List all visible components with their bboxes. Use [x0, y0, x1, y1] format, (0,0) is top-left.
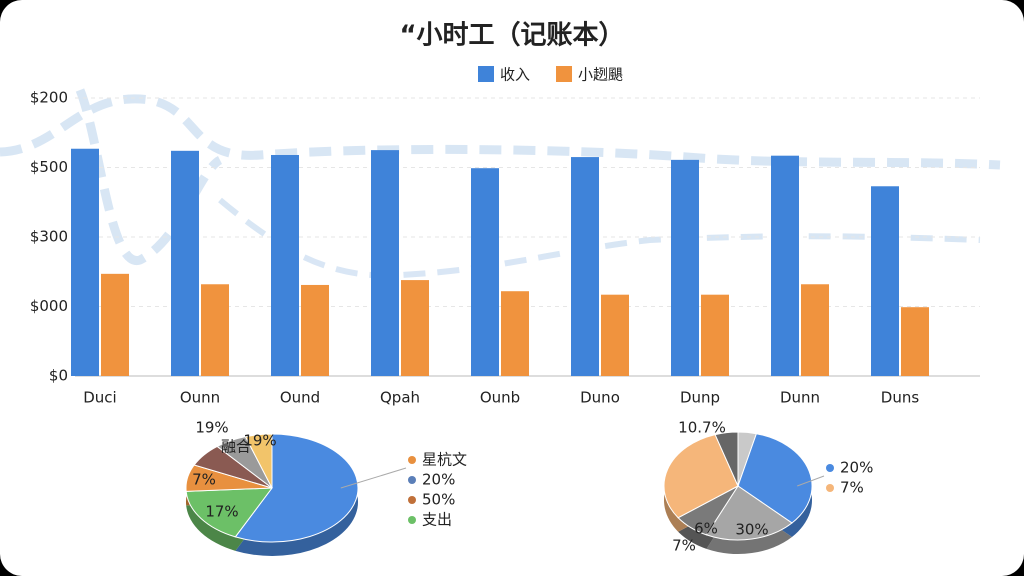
- decor-line: [218, 197, 981, 279]
- slice-label: 19%: [243, 432, 276, 450]
- legend-label: 支出: [422, 511, 452, 529]
- legend-label: 20%: [422, 471, 455, 489]
- bar: [871, 186, 899, 376]
- legend-marker: [826, 484, 834, 492]
- y-tick-label: $200: [30, 89, 68, 107]
- bar: [71, 148, 99, 376]
- slice-label: 10.7%: [678, 419, 726, 437]
- bar: [671, 159, 699, 376]
- bar: [901, 307, 929, 376]
- x-tick-label: Ounb: [480, 389, 520, 407]
- slice: [185, 487, 274, 538]
- legend-swatch: [556, 66, 573, 82]
- bar: [271, 154, 299, 376]
- legend-label: 小趔颶: [578, 66, 623, 84]
- slice-label: 17%: [205, 503, 238, 521]
- legend-marker: [826, 464, 834, 472]
- legend-label: 20%: [840, 459, 873, 477]
- slice: [234, 433, 359, 543]
- bar: [801, 284, 829, 376]
- legend-marker: [408, 456, 416, 464]
- slice: [714, 431, 739, 487]
- y-tick-label: $000: [30, 297, 68, 315]
- bar: [301, 284, 329, 376]
- bar: [601, 294, 629, 376]
- legend-marker: [408, 496, 416, 504]
- x-tick-label: Duno: [580, 389, 620, 407]
- x-tick-label: Dunp: [680, 389, 720, 407]
- bar: [471, 168, 499, 376]
- slice: [737, 433, 813, 524]
- leader-line: [340, 467, 407, 489]
- x-tick-label: Duns: [881, 389, 920, 407]
- leader-line: [797, 475, 825, 487]
- bar: [371, 150, 399, 376]
- slice-label: 6%: [694, 520, 718, 538]
- x-tick-label: Ounn: [180, 389, 220, 407]
- y-tick-label: $300: [30, 228, 68, 246]
- slice-label: 30%: [735, 521, 768, 539]
- slice-label: 7%: [192, 471, 216, 489]
- x-tick-label: Ound: [280, 389, 320, 407]
- bar: [201, 284, 229, 376]
- legend-label: 7%: [840, 479, 864, 497]
- slice: [663, 434, 739, 519]
- x-tick-label: Dunn: [780, 389, 820, 407]
- legend-label: 收入: [500, 66, 530, 84]
- legend-swatch: [478, 66, 494, 82]
- legend-marker: [408, 516, 416, 524]
- y-tick-label: $0: [49, 367, 68, 385]
- bar: [171, 150, 199, 376]
- x-tick-label: Qpah: [380, 389, 420, 407]
- decor-line: [0, 94, 1001, 170]
- slice-label: 19%: [195, 419, 228, 437]
- slice-label: 7%: [672, 537, 696, 555]
- y-tick-label: $500: [30, 158, 68, 176]
- bar: [701, 294, 729, 376]
- slice: [705, 485, 793, 541]
- legend-label: 50%: [422, 491, 455, 509]
- slice: [244, 433, 273, 489]
- bar: [401, 280, 429, 376]
- x-tick-label: Duci: [83, 389, 116, 407]
- bar: [101, 273, 129, 376]
- legend-marker: [408, 476, 416, 484]
- bar: [571, 157, 599, 376]
- chart-title: “小时工（记账本）: [399, 21, 624, 51]
- bar: [771, 155, 799, 376]
- legend-label: 星杭文: [422, 451, 467, 469]
- bar: [501, 291, 529, 376]
- slice-label: 融合: [221, 438, 251, 456]
